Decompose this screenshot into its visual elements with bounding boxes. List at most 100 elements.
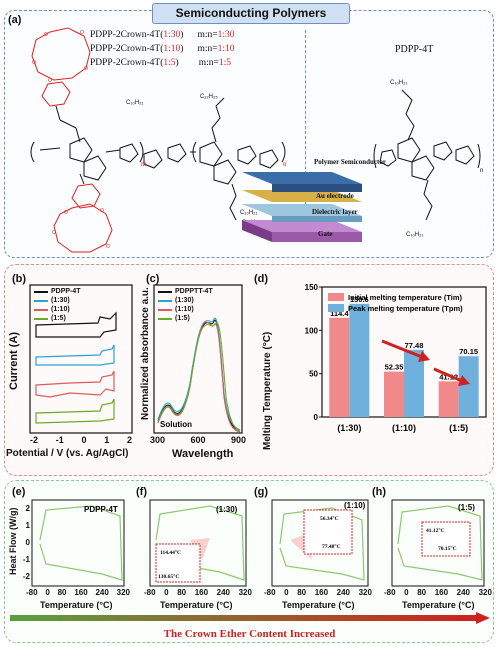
trend-arrow-2 xyxy=(433,367,463,383)
svg-text:O: O xyxy=(84,66,88,72)
bar-legend-label: Initial melting temperature (Tim) xyxy=(348,293,463,302)
layer-polymer: Polymer Semiconductor xyxy=(314,158,386,166)
dsc-f-xticks: -80 0 80 160 240 320 xyxy=(144,588,252,597)
panel-a-label: (a) xyxy=(8,14,22,26)
bar-tim xyxy=(384,371,404,417)
dsc-g-ann-1: 56.34°C xyxy=(320,515,339,522)
svg-text:O: O xyxy=(64,210,68,216)
cv-xtick: 1 xyxy=(104,435,110,445)
polymer-list: PDPP-2Crown-4T(1:30) m:n=1:30 PDPP-2Crown… xyxy=(90,28,234,70)
panel-a xyxy=(4,10,494,258)
svg-text:O: O xyxy=(106,244,110,250)
uvvis-xtick: 300 xyxy=(150,435,166,445)
svg-text:O: O xyxy=(48,78,52,84)
dsc-plot-f: 114.44°C 130.65°C (1:30) xyxy=(149,499,247,587)
dsc-ylabel: Heat Flow (W/g) xyxy=(8,507,18,576)
panel-b-label: (b) xyxy=(12,273,27,285)
bar-value-label: 130.6 xyxy=(350,295,369,304)
bar-tpm xyxy=(404,349,424,417)
dsc-f-xlabel: Temperature (°C) xyxy=(160,600,233,610)
bar-category-label: (1:5) xyxy=(449,423,468,433)
uvvis-plot: PDPPTT-4T (1:30) (1:10) (1:5) Solution xyxy=(153,284,243,434)
bar-value-label: 77.48 xyxy=(405,341,424,350)
dsc-h-tag: (1:5) xyxy=(458,503,475,512)
svg-text:O: O xyxy=(80,30,84,36)
dsc-e-xticks: -80 0 80 160 240 320 xyxy=(26,588,130,597)
polymer-item-3: PDPP-2Crown-4T(1:5) m:n=1:5 xyxy=(90,58,231,68)
dsc-plot-g: 56.34°C 77.48°C (1:10) xyxy=(271,499,369,587)
cv-plot: PDPP-4T (1:30) (1:10) (1:5) xyxy=(29,284,133,434)
dsc-f-ann-1: 114.44°C xyxy=(160,549,181,556)
cv-xtick: -1 xyxy=(55,435,64,445)
pdpp4t-chain-1: C₁₀H₂₁ xyxy=(390,80,408,86)
polymer-item-2: PDPP-2Crown-4T(1:10) m:n=1:10 xyxy=(90,44,235,54)
dsc-g-xticks: -80 0 80 160 240 320 xyxy=(264,588,372,597)
bottom-caption: The Crown Ether Content Increased xyxy=(163,628,336,640)
svg-text:O: O xyxy=(44,32,48,38)
uvvis-legend-item: (1:30) xyxy=(158,296,218,305)
bar-tim xyxy=(438,381,459,417)
chain-label-2: C₁₂H₂₅ xyxy=(200,94,218,100)
pdpp4t-structure: C₁₀H₂₁ C₁₀H₂₁ n xyxy=(373,80,483,238)
svg-text:O: O xyxy=(52,230,56,236)
panel-f-label: (f) xyxy=(136,486,147,498)
cv-xtick: -2 xyxy=(30,435,39,445)
cv-legend-item: (1:30) xyxy=(34,296,94,305)
cv-xlabel: Potential / V (vs. Ag/AgCl) xyxy=(6,448,129,459)
layer-au: Au electrode xyxy=(316,192,354,200)
trend-arrowhead-1 xyxy=(418,351,430,362)
subscript-m: m xyxy=(141,160,147,168)
panel-d-label: (d) xyxy=(254,273,269,285)
device-stack: Polymer Semiconductor Au electrode Diele… xyxy=(242,158,386,242)
ref-polymer-name: PDPP-4T xyxy=(395,44,434,55)
svg-text:O: O xyxy=(100,208,104,214)
svg-text:O: O xyxy=(32,60,36,66)
uvvis-annotation: Solution xyxy=(160,420,192,429)
bar-legend-swatch xyxy=(328,304,344,312)
dsc-f-tag: (1:30) xyxy=(216,505,238,514)
bar-value-label: 114.4 xyxy=(330,309,349,318)
dsc-h-ann-1: 41.12°C xyxy=(426,527,445,534)
uvvis-xtick: 600 xyxy=(190,435,206,445)
layer-dielectric: Dielectric layer xyxy=(312,208,358,216)
dsc-g-xlabel: Temperature (°C) xyxy=(282,600,355,610)
trend-arrow-1 xyxy=(381,339,423,359)
uvvis-xlabel: Wavelength xyxy=(172,448,234,460)
bar-category-label: (1:10) xyxy=(392,423,416,433)
dsc-g-ann-2: 77.48°C xyxy=(322,543,341,550)
bar-tim xyxy=(329,317,350,417)
panel-a-divider xyxy=(305,30,306,230)
polymer-item-1: PDPP-2Crown-4T(1:30) m:n=1:30 xyxy=(90,30,235,40)
bar-tpm xyxy=(458,356,479,417)
uvvis-legend-item: PDPPTT-4T xyxy=(158,287,218,296)
bar-ytick-label: 50 xyxy=(309,370,318,379)
cv-xticks: -2 -1 0 1 2 xyxy=(30,435,132,445)
gradient-arrow xyxy=(10,612,490,624)
uvvis-ylabel: Normalized absorbance a.u. xyxy=(140,287,151,420)
uvvis-legend-item: (1:5) xyxy=(158,314,218,323)
uvvis-xticks: 300 600 900 xyxy=(150,435,246,445)
bar-value-label: 52.35 xyxy=(385,363,404,372)
bar-legend-label: Peak melting temperature (Tpm) xyxy=(348,304,463,313)
dsc-e-tag: PDPP-4T xyxy=(84,505,118,514)
cv-legend: PDPP-4T (1:30) (1:10) (1:5) xyxy=(34,287,94,323)
bar-ytick-label: 150 xyxy=(305,283,319,292)
bar-tpm xyxy=(349,303,370,417)
panel-e-label: (e) xyxy=(12,486,26,498)
cv-ylabel: Current (A) xyxy=(8,331,20,390)
cv-legend-item: (1:5) xyxy=(34,314,94,323)
dsc-e-xlabel: Temperature (°C) xyxy=(40,600,113,610)
dsc-e-yticks: 2 1 0 -1 -2 xyxy=(22,504,30,581)
uvvis-legend: PDPPTT-4T (1:30) (1:10) (1:5) xyxy=(158,287,218,323)
bar-value-label: 70.15 xyxy=(459,347,478,356)
uvvis-legend-item: (1:10) xyxy=(158,305,218,314)
cv-legend-item: PDPP-4T xyxy=(34,287,94,296)
dsc-g-tag: (1:10) xyxy=(344,501,366,510)
panel-h-label: (h) xyxy=(372,486,387,498)
cv-legend-item: (1:10) xyxy=(34,305,94,314)
bar-ylabel: Melting Temperature (°C) xyxy=(262,331,273,450)
dsc-plot-h: 41.12°C 70.15°C (1:5) xyxy=(391,499,485,587)
uvvis-xtick: 900 xyxy=(230,435,246,445)
dsc-f-ann-2: 130.65°C xyxy=(158,573,179,580)
